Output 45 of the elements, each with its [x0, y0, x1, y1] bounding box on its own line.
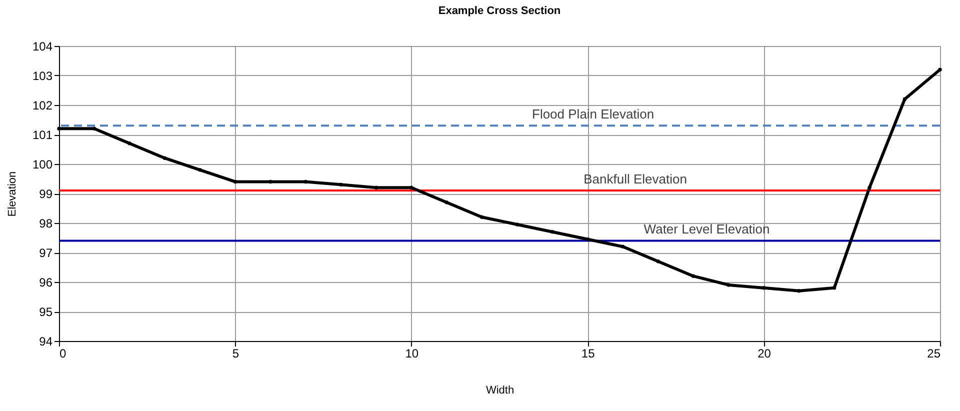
x-tick-label: 10 — [405, 346, 419, 360]
x-tick-label: 20 — [758, 346, 772, 360]
y-axis-title: Elevation — [6, 171, 18, 217]
point — [550, 230, 554, 234]
point — [162, 156, 167, 160]
x-tick-label: 15 — [581, 346, 596, 360]
point — [938, 68, 942, 72]
y-tick-label: 98 — [39, 216, 53, 230]
point — [304, 180, 308, 184]
point — [902, 97, 907, 101]
y-tick-label: 95 — [39, 305, 53, 319]
point — [410, 186, 414, 190]
point — [198, 168, 202, 172]
point — [92, 126, 96, 130]
point — [691, 274, 696, 278]
y-tick-label: 102 — [32, 98, 53, 112]
ref-line-label: Water Level Elevation — [644, 222, 770, 237]
point — [726, 283, 730, 287]
y-tick-label: 99 — [39, 187, 53, 201]
point — [444, 200, 449, 204]
point — [233, 180, 238, 184]
x-tick-label: 5 — [232, 346, 240, 360]
y-tick-label: 103 — [32, 69, 53, 83]
y-tick-label: 101 — [32, 128, 53, 142]
point — [586, 237, 590, 242]
point — [128, 141, 132, 146]
point — [762, 286, 766, 290]
point — [480, 215, 484, 219]
y-tick-label: 94 — [39, 334, 53, 348]
point — [620, 244, 625, 248]
y-tick-label: 96 — [39, 276, 53, 290]
x-tick-label: 0 — [60, 346, 66, 360]
point — [515, 222, 519, 226]
x-axis-title: Width — [486, 384, 514, 396]
point — [868, 186, 872, 190]
point — [374, 186, 378, 190]
y-tick-label: 100 — [32, 158, 53, 172]
point — [656, 259, 660, 264]
chart-title: Example Cross Section — [438, 5, 561, 17]
point — [57, 126, 61, 130]
y-tick-label: 104 — [32, 40, 53, 54]
y-tick-label: 97 — [39, 246, 53, 260]
x-tick-label: 25 — [927, 346, 941, 360]
ref-line-label: Flood Plain Elevation — [532, 106, 654, 122]
ref-line-label: Bankfull Elevation — [584, 172, 687, 187]
